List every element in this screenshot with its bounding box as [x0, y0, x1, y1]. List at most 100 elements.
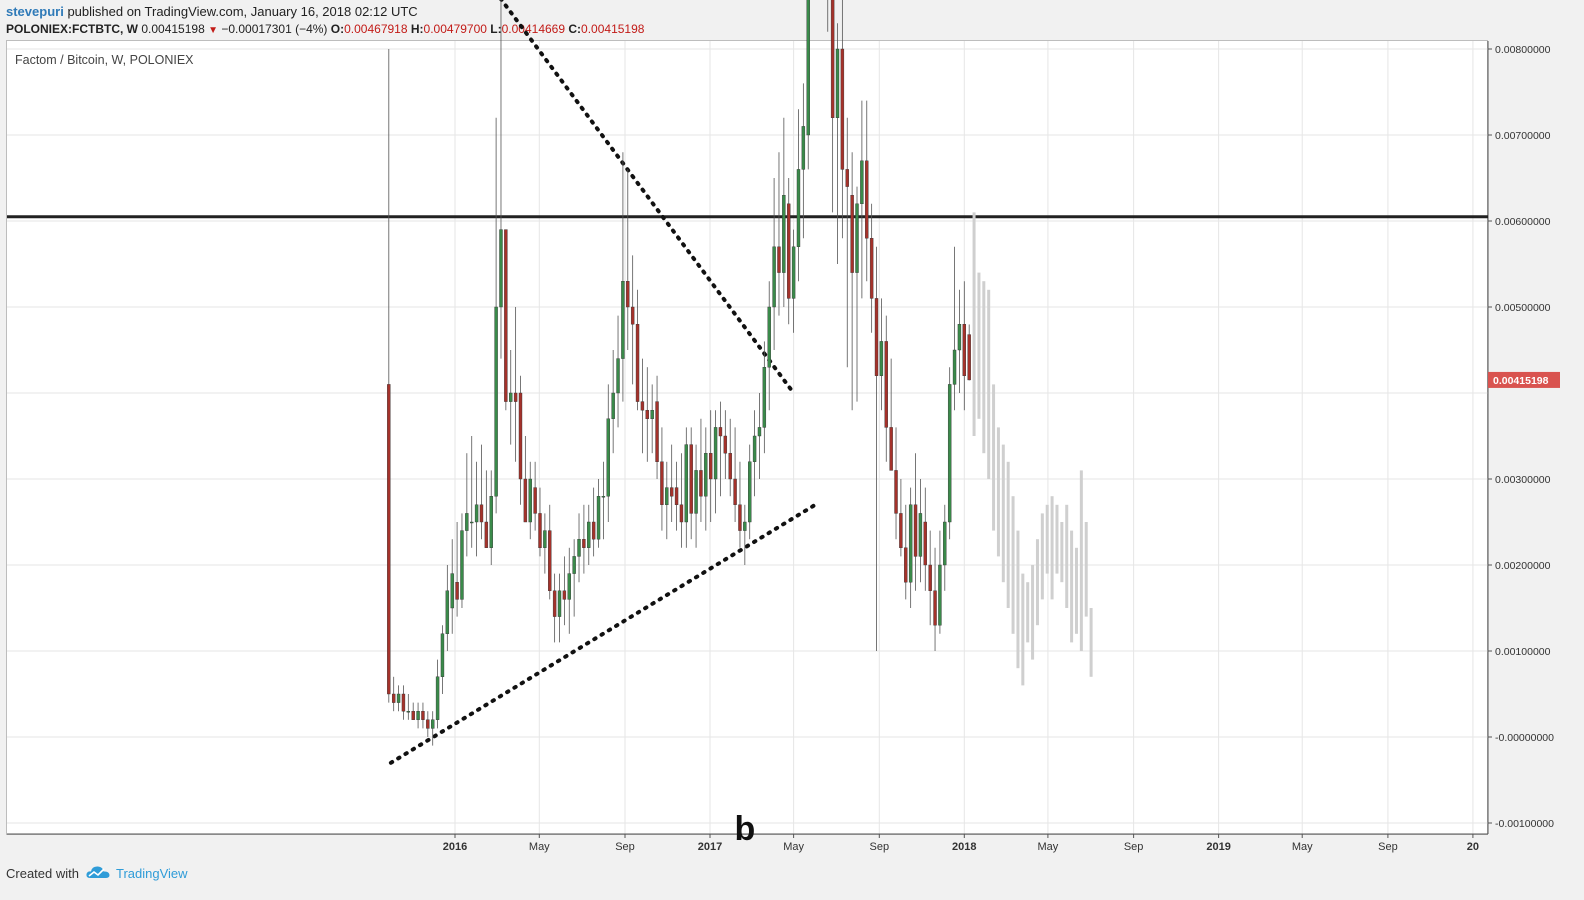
projection-bar	[1070, 530, 1074, 643]
candle-up	[572, 556, 576, 574]
y-tick-label: 0.00500000	[1495, 302, 1551, 314]
candle-up	[489, 496, 493, 549]
candle-up	[908, 504, 913, 583]
candle-down	[967, 334, 971, 381]
candle-down	[518, 392, 523, 480]
projection-bar	[1050, 496, 1054, 600]
candle-down	[391, 693, 396, 703]
high-value: 0.00479700	[423, 22, 487, 36]
candle-down	[723, 435, 728, 454]
projection-bar	[977, 272, 981, 419]
candle-up	[918, 513, 923, 557]
projection-bar	[992, 384, 996, 531]
candle-up	[743, 521, 747, 531]
candle-down	[674, 487, 679, 506]
candle-down	[411, 711, 415, 721]
candlestick-chart[interactable]: 2016 May Sep 2017 May Sep 2018 May Sep 2019 May Sep…	[0, 0, 1584, 858]
open-label: O:	[330, 22, 345, 36]
y-tick-label: 0.00200000	[1495, 560, 1551, 572]
open-value: 0.00467918	[344, 22, 408, 36]
candle-down	[718, 427, 723, 437]
candle-up	[435, 676, 440, 720]
x-tick-label: 2019	[1206, 841, 1230, 853]
tradingview-link[interactable]: TradingView	[116, 866, 188, 881]
projection-bar	[1060, 522, 1064, 583]
projection-bar	[1001, 444, 1005, 583]
candle-up	[757, 427, 762, 437]
candle-down	[738, 504, 742, 531]
candle-down	[679, 504, 684, 523]
candle-up	[621, 281, 625, 359]
candle-down	[728, 453, 732, 480]
candle-down	[865, 160, 869, 239]
author-link[interactable]: stevepuri	[6, 4, 64, 19]
candle-down	[548, 530, 552, 591]
candle-up	[474, 504, 479, 523]
candle-up	[748, 461, 752, 523]
x-tick-label: 20	[1467, 841, 1479, 853]
candle-down	[830, 0, 835, 119]
candle-down	[933, 590, 937, 626]
x-tick-label: May	[1292, 841, 1313, 853]
y-tick-label: 0.00100000	[1495, 646, 1551, 658]
candle-up	[440, 633, 445, 677]
candle-up	[947, 384, 952, 523]
candle-down	[777, 246, 781, 273]
last-price-badge	[1488, 371, 1560, 388]
candle-down	[591, 521, 596, 540]
candle-up	[879, 341, 884, 376]
candle-down	[660, 461, 664, 505]
candle-down	[733, 478, 737, 505]
projection-bar	[1035, 539, 1039, 626]
projection-bar	[1016, 530, 1020, 669]
candle-up	[767, 306, 771, 368]
candle-up	[616, 358, 620, 394]
ohlc-line: POLONIEX:FCTBTC, W 0.00415198 ▼ −0.00017…	[6, 22, 644, 36]
low-label: L:	[490, 22, 502, 36]
candle-down	[401, 693, 406, 712]
candle-up	[694, 470, 698, 514]
candle-down	[669, 487, 674, 497]
candle-down	[689, 444, 693, 514]
candle-down	[645, 410, 649, 420]
x-tick-label: Sep	[870, 841, 890, 853]
candle-up	[445, 590, 450, 634]
projection-bar	[987, 289, 991, 479]
x-tick-label: 2018	[952, 841, 976, 853]
candle-down	[523, 478, 528, 523]
candle-up	[855, 203, 859, 273]
annotation-b: b	[734, 810, 755, 848]
candle-up	[762, 367, 767, 428]
y-tick-label: 0.00600000	[1495, 216, 1551, 228]
candle-down	[928, 564, 932, 591]
candle-up	[713, 427, 718, 480]
close-label: C:	[568, 22, 582, 36]
candle-up	[665, 487, 669, 506]
chart-title: Factom / Bitcoin, W, POLONIEX	[15, 53, 194, 67]
candle-down	[630, 306, 635, 325]
projection-bar	[1079, 470, 1083, 651]
projection-bar	[972, 212, 976, 436]
candle-down	[387, 384, 391, 695]
tradingview-cloud-icon	[86, 866, 110, 878]
candle-up	[772, 246, 776, 308]
candle-up	[470, 521, 474, 524]
candle-down	[869, 237, 874, 299]
candle-down	[635, 324, 640, 402]
candle-up	[509, 392, 513, 402]
candle-up	[577, 539, 581, 557]
candle-up	[952, 349, 957, 385]
candle-down	[874, 298, 879, 376]
candle-down	[899, 513, 903, 549]
candle-down	[640, 401, 645, 411]
candle-down	[504, 229, 508, 402]
projection-bar	[1031, 565, 1035, 660]
projection-bar	[1006, 461, 1010, 608]
candle-up	[611, 392, 615, 419]
candle-up	[752, 435, 757, 462]
candle-down	[787, 203, 791, 299]
candle-down	[845, 169, 849, 187]
candle-up	[791, 246, 796, 299]
candle-down	[533, 487, 537, 514]
candle-up	[796, 169, 801, 247]
